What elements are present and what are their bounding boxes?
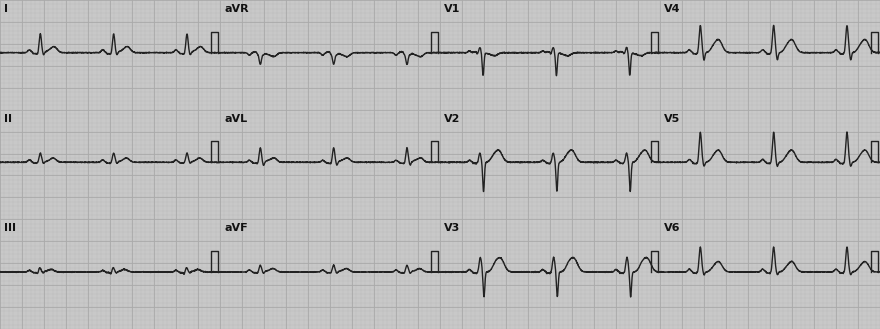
Text: I: I	[4, 4, 8, 14]
Text: V4: V4	[664, 4, 680, 14]
Text: III: III	[4, 223, 16, 233]
Text: V1: V1	[444, 4, 460, 14]
Text: V3: V3	[444, 223, 460, 233]
Text: II: II	[4, 114, 12, 124]
Text: aVR: aVR	[224, 4, 249, 14]
Text: V5: V5	[664, 114, 680, 124]
Text: aVF: aVF	[224, 223, 247, 233]
Text: aVL: aVL	[224, 114, 247, 124]
Text: V2: V2	[444, 114, 460, 124]
Text: V6: V6	[664, 223, 680, 233]
